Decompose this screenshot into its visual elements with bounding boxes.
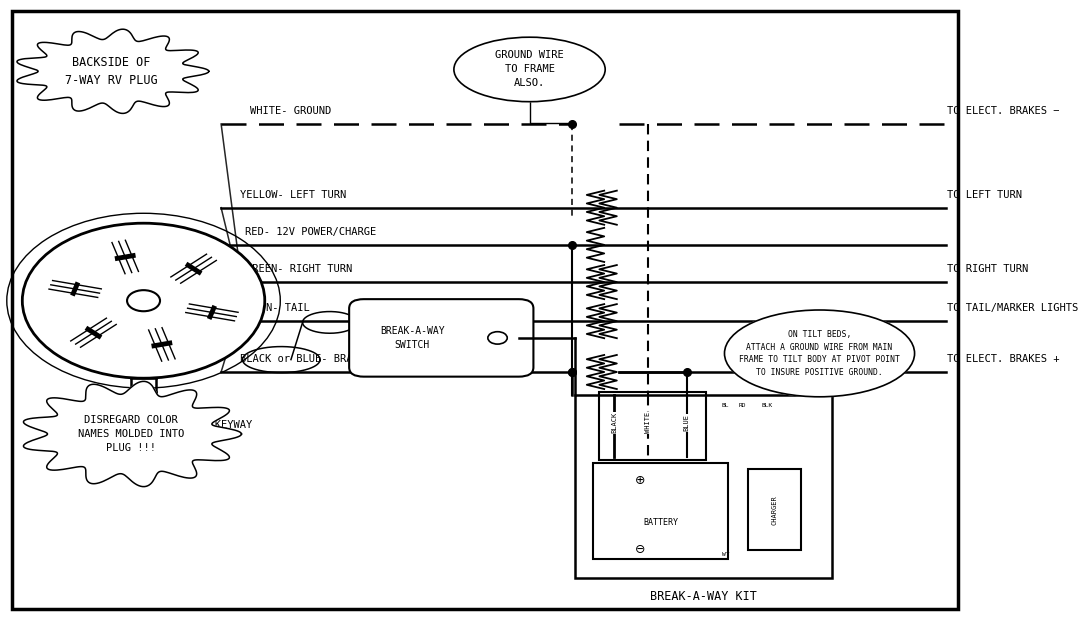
Text: BLK: BLK bbox=[761, 404, 773, 409]
Polygon shape bbox=[17, 29, 209, 113]
Text: GREEN- RIGHT TURN: GREEN- RIGHT TURN bbox=[245, 264, 351, 274]
Bar bbox=[592, 463, 729, 559]
FancyBboxPatch shape bbox=[349, 299, 533, 376]
Text: GROUND WIRE
TO FRAME
ALSO.: GROUND WIRE TO FRAME ALSO. bbox=[495, 50, 564, 89]
Text: WHITE: WHITE bbox=[645, 412, 651, 433]
Text: BREAK-A-WAY
SWITCH: BREAK-A-WAY SWITCH bbox=[379, 326, 444, 350]
Text: ⊕: ⊕ bbox=[635, 474, 645, 487]
Ellipse shape bbox=[724, 310, 915, 397]
Text: WHITE- GROUND: WHITE- GROUND bbox=[251, 106, 332, 116]
Text: RED- 12V POWER/CHARGE: RED- 12V POWER/CHARGE bbox=[244, 227, 376, 237]
Text: BOTTOM KEYWAY: BOTTOM KEYWAY bbox=[171, 420, 252, 430]
Text: TO ELECT. BRAKES −: TO ELECT. BRAKES − bbox=[947, 106, 1059, 116]
Bar bbox=[599, 392, 706, 460]
Bar bbox=[575, 395, 832, 578]
Text: BLACK: BLACK bbox=[611, 412, 617, 433]
Text: ⊖: ⊖ bbox=[635, 544, 645, 556]
Text: TO RIGHT TURN: TO RIGHT TURN bbox=[947, 264, 1028, 274]
Text: BACKSIDE OF
7-WAY RV PLUG: BACKSIDE OF 7-WAY RV PLUG bbox=[65, 56, 158, 87]
Polygon shape bbox=[24, 381, 241, 487]
Text: TO ELECT. BRAKES +: TO ELECT. BRAKES + bbox=[947, 354, 1059, 364]
Circle shape bbox=[23, 223, 265, 378]
Text: BLUE: BLUE bbox=[683, 414, 690, 432]
Text: DISREGARD COLOR
NAMES MOLDED INTO
PLUG !!!: DISREGARD COLOR NAMES MOLDED INTO PLUG !… bbox=[78, 415, 184, 453]
Text: BATTERY: BATTERY bbox=[643, 518, 678, 527]
Text: CHARGER: CHARGER bbox=[772, 495, 777, 525]
Text: TO TAIL/MARKER LIGHTS: TO TAIL/MARKER LIGHTS bbox=[947, 303, 1078, 313]
Text: WT: WT bbox=[722, 552, 730, 557]
Text: BLACK or BLUE- BRAKES: BLACK or BLUE- BRAKES bbox=[240, 354, 371, 364]
Text: BL: BL bbox=[722, 404, 730, 409]
Text: TO LEFT TURN: TO LEFT TURN bbox=[947, 190, 1022, 200]
Text: BREAK-A-WAY KIT: BREAK-A-WAY KIT bbox=[650, 590, 757, 603]
Text: ON TILT BEDS,
ATTACH A GROUND WIRE FROM MAIN
FRAME TO TILT BODY AT PIVOT POINT
T: ON TILT BEDS, ATTACH A GROUND WIRE FROM … bbox=[739, 330, 900, 376]
Bar bbox=[748, 469, 801, 550]
Text: YELLOW- LEFT TURN: YELLOW- LEFT TURN bbox=[240, 190, 346, 200]
Ellipse shape bbox=[454, 37, 605, 102]
Text: RD: RD bbox=[738, 404, 746, 409]
Text: BROWN- TAIL: BROWN- TAIL bbox=[241, 303, 310, 313]
